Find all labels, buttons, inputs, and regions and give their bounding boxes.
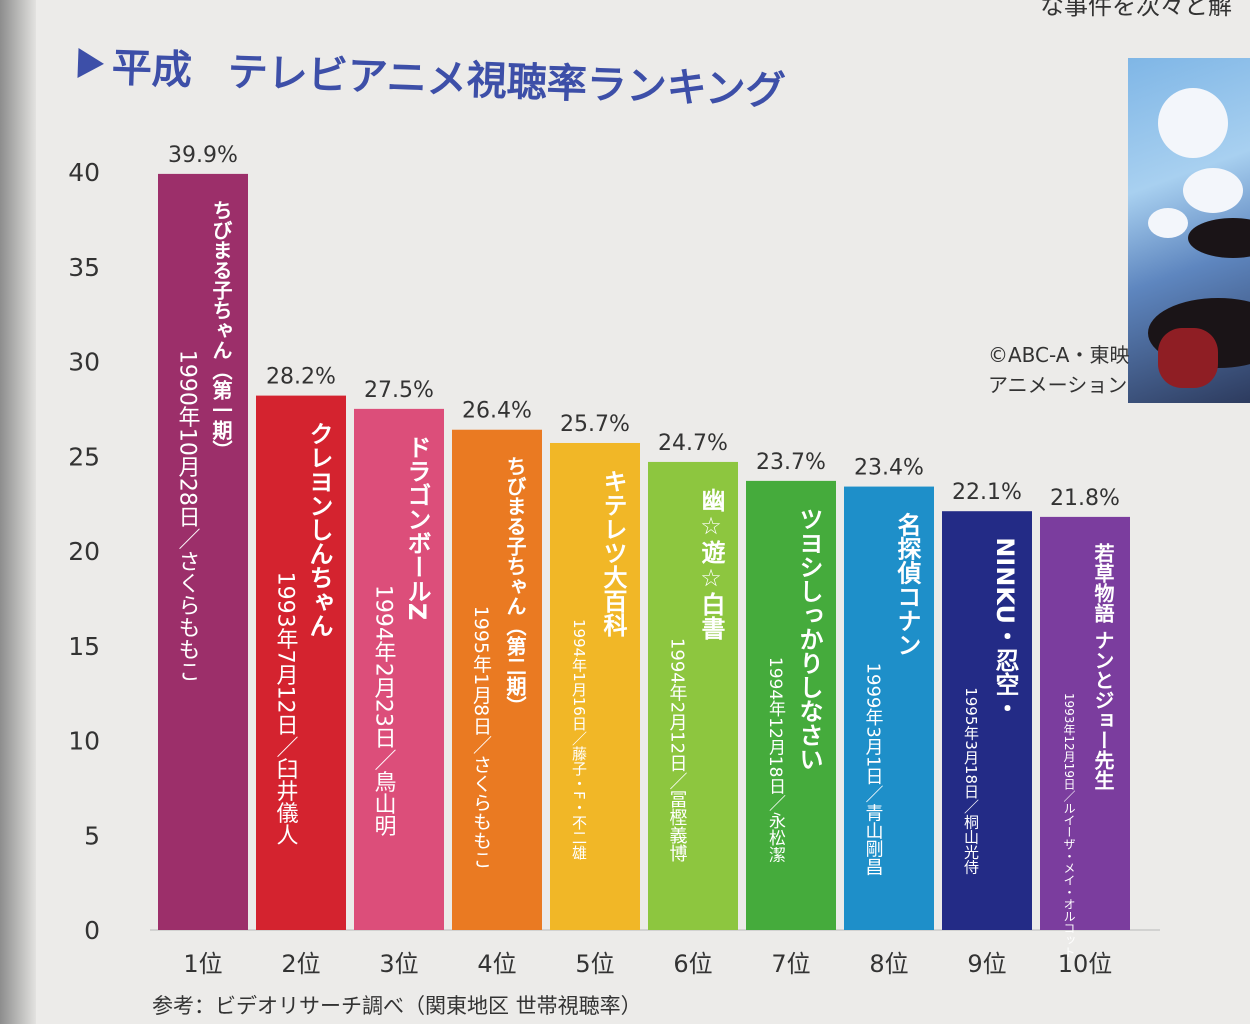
bar — [354, 408, 444, 930]
anime-photo — [1128, 58, 1250, 403]
broadcast-date: 1994年12月18日／ — [765, 657, 786, 812]
bar-date-author-label: 1994年2月12日／冨樫義博 — [667, 638, 688, 862]
bar-title-label: NINKU・忍空・ — [991, 537, 1019, 720]
bar-title-label: キテレツ大百科 — [599, 469, 627, 637]
author-name: さくらももこ — [470, 754, 492, 868]
bar-date-author-label: 1994年2月23日／鳥山明 — [371, 585, 397, 837]
bar — [844, 486, 934, 930]
bar-date-author-label: 1990年10月28日／さくらももこ — [175, 350, 201, 682]
value-label: 39.9% — [168, 143, 238, 168]
category-label: 3位 — [379, 950, 418, 978]
bar-date-author-label: 1995年1月8日／さくらももこ — [470, 606, 492, 869]
corner-text: な事件を次々と解 — [1040, 0, 1232, 20]
bar — [550, 442, 640, 930]
broadcast-date: 1995年1月8日／ — [470, 606, 492, 755]
y-tick-label: 35 — [68, 253, 100, 282]
author-name: 冨樫義博 — [667, 790, 688, 862]
category-label: 5位 — [575, 950, 614, 978]
broadcast-date: 1990年10月28日／ — [175, 350, 201, 550]
bar — [452, 429, 542, 930]
category-label: 7位 — [771, 950, 810, 978]
value-label: 26.4% — [462, 399, 532, 424]
author-name: 鳥山明 — [371, 771, 397, 837]
author-name: ルイーザ・メイ・オルコット — [1062, 802, 1076, 958]
value-label: 22.1% — [952, 480, 1022, 505]
broadcast-date: 1994年1月16日／ — [570, 619, 588, 746]
category-label: 6位 — [673, 950, 712, 978]
value-label: 24.7% — [658, 431, 728, 456]
author-name: 青山剛昌 — [863, 803, 884, 875]
category-label: 4位 — [477, 950, 516, 978]
bar-title-label: ちびまる子ちゃん（第二期） — [503, 456, 527, 716]
copyright-note: ©ABC-A・東映 アニメーション — [988, 340, 1148, 400]
bar-title-label: ドラゴンボールZ — [403, 435, 431, 620]
bar-date-author-label: 1994年1月16日／藤子・F・不二雄 — [570, 619, 588, 860]
y-tick-label: 15 — [68, 632, 100, 661]
bar — [746, 480, 836, 930]
value-label: 23.7% — [756, 450, 826, 475]
y-tick-label: 25 — [68, 442, 100, 471]
page-edge — [0, 0, 36, 1024]
copyright-line-1: ©ABC-A・東映 — [988, 343, 1130, 367]
author-name: 臼井儀人 — [273, 758, 299, 846]
broadcast-date: 1993年12月19日／ — [1062, 693, 1076, 802]
author-name: 桐山光侍 — [962, 814, 980, 874]
author-name: 永松潔 — [765, 811, 786, 862]
author-name: さくらももこ — [175, 550, 200, 682]
y-tick-label: 0 — [84, 916, 100, 945]
broadcast-date: 1994年2月12日／ — [667, 638, 688, 790]
bar-date-author-label: 1994年12月18日／永松潔 — [765, 657, 786, 863]
bar-title-label: 若草物語 ナンとジョー先生 — [1091, 542, 1115, 789]
author-name: 藤子・F・不二雄 — [570, 746, 588, 860]
bar-date-author-label: 1993年7月12日／臼井儀人 — [273, 572, 299, 846]
bar-title-label: ツヨシしっかりしなさい — [795, 507, 823, 771]
y-tick-label: 40 — [68, 158, 100, 187]
broadcast-date: 1999年3月1日／ — [863, 663, 884, 804]
copyright-line-2: アニメーション — [988, 373, 1128, 397]
broadcast-date: 1995年3月18日／ — [962, 687, 980, 814]
bar — [942, 511, 1032, 930]
bar — [256, 395, 346, 930]
y-tick-label: 5 — [84, 821, 100, 850]
y-tick-label: 30 — [68, 348, 100, 377]
category-label: 8位 — [869, 950, 908, 978]
y-tick-label: 10 — [68, 727, 100, 756]
value-label: 28.2% — [266, 365, 336, 390]
bar-title-label: 名探偵コナン — [893, 512, 922, 657]
bar-date-author-label: 1995年3月18日／桐山光侍 — [962, 687, 980, 874]
category-label: 10位 — [1058, 950, 1113, 978]
value-label: 25.7% — [560, 412, 630, 437]
value-label: 23.4% — [854, 456, 924, 481]
source-footnote: 参考：ビデオリサーチ調べ（関東地区 世帯視聴率） — [152, 994, 642, 1018]
value-label: 21.8% — [1050, 486, 1120, 511]
bar-date-author-label: 1999年3月1日／青山剛昌 — [863, 663, 884, 876]
bar — [1040, 516, 1130, 930]
category-label: 9位 — [967, 950, 1006, 978]
y-tick-label: 20 — [68, 537, 100, 566]
bar — [648, 461, 738, 930]
bar-date-author-label: 1993年12月19日／ルイーザ・メイ・オルコット — [1062, 693, 1076, 958]
category-label: 1位 — [183, 950, 222, 978]
bar-title-label: クレヨンしんちゃん — [305, 422, 333, 638]
category-label: 2位 — [281, 950, 320, 978]
bar-title-label: ちびまる子ちゃん（第一期） — [209, 200, 233, 460]
broadcast-date: 1993年7月12日／ — [273, 572, 299, 758]
bar — [158, 173, 248, 930]
broadcast-date: 1994年2月23日／ — [371, 585, 397, 771]
bar-title-label: 幽☆遊☆白書 — [697, 488, 725, 641]
value-label: 27.5% — [364, 378, 434, 403]
